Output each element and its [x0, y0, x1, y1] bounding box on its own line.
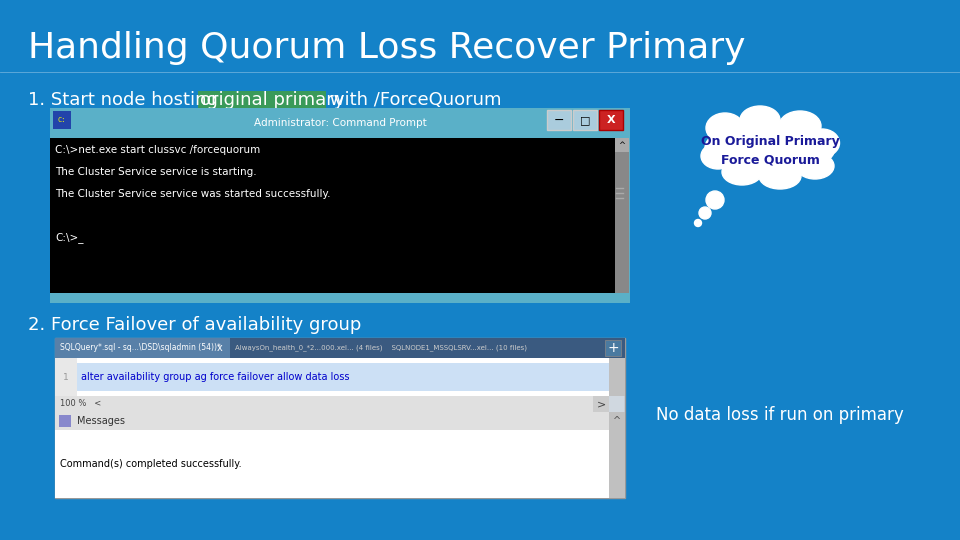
FancyBboxPatch shape	[59, 415, 71, 427]
Ellipse shape	[779, 111, 821, 141]
Ellipse shape	[759, 163, 801, 189]
FancyBboxPatch shape	[615, 138, 629, 152]
FancyBboxPatch shape	[599, 110, 623, 130]
Text: SQLQuery*.sql - sq...\DSD\sqladmin (54))*: SQLQuery*.sql - sq...\DSD\sqladmin (54))…	[60, 343, 221, 353]
Text: X: X	[607, 115, 615, 125]
Text: Administrator: Command Prompt: Administrator: Command Prompt	[253, 118, 426, 128]
Text: The Cluster Service service is starting.: The Cluster Service service is starting.	[55, 167, 256, 177]
FancyBboxPatch shape	[50, 108, 630, 138]
Text: No data loss if run on primary: No data loss if run on primary	[656, 406, 904, 424]
Ellipse shape	[722, 159, 762, 185]
FancyBboxPatch shape	[547, 110, 571, 130]
Text: C:\>_: C:\>_	[55, 233, 84, 244]
Text: Force Quorum: Force Quorum	[721, 153, 820, 166]
Ellipse shape	[804, 129, 839, 157]
Text: AlwaysOn_health_0_*2...000.xel... (4 files)    SQLNODE1_MSSQLSRV...xel... (10 fi: AlwaysOn_health_0_*2...000.xel... (4 fil…	[235, 345, 527, 352]
FancyBboxPatch shape	[77, 363, 609, 391]
Text: −: −	[554, 113, 564, 126]
FancyBboxPatch shape	[55, 358, 77, 396]
Text: C:\>net.exe start clussvc /forcequorum: C:\>net.exe start clussvc /forcequorum	[55, 145, 260, 155]
FancyBboxPatch shape	[615, 138, 629, 293]
FancyBboxPatch shape	[53, 111, 71, 129]
Text: ^: ^	[612, 416, 621, 426]
Ellipse shape	[705, 120, 835, 176]
Text: 1. Start node hosting: 1. Start node hosting	[28, 91, 224, 109]
Circle shape	[694, 219, 702, 226]
FancyBboxPatch shape	[50, 108, 630, 303]
Text: □: □	[580, 115, 590, 125]
FancyBboxPatch shape	[605, 340, 621, 356]
Text: Command(s) completed successfully.: Command(s) completed successfully.	[60, 459, 242, 469]
FancyBboxPatch shape	[50, 138, 615, 293]
Text: >: >	[596, 399, 606, 409]
Text: ^: ^	[618, 140, 626, 150]
Ellipse shape	[796, 153, 834, 179]
FancyBboxPatch shape	[55, 358, 609, 396]
Text: The Cluster Service service was started successfully.: The Cluster Service service was started …	[55, 189, 330, 199]
FancyBboxPatch shape	[198, 91, 326, 109]
Text: Handling Quorum Loss Recover Primary: Handling Quorum Loss Recover Primary	[28, 31, 746, 65]
Text: Messages: Messages	[77, 416, 125, 426]
Circle shape	[706, 191, 724, 209]
Ellipse shape	[740, 106, 780, 134]
Circle shape	[699, 207, 711, 219]
FancyBboxPatch shape	[593, 396, 609, 412]
FancyBboxPatch shape	[573, 110, 597, 130]
FancyBboxPatch shape	[55, 338, 625, 358]
Text: 2. Force Failover of availability group: 2. Force Failover of availability group	[28, 316, 361, 334]
Text: C:: C:	[58, 117, 66, 123]
Ellipse shape	[701, 143, 735, 169]
Text: alter availability group ag force failover allow data loss: alter availability group ag force failov…	[81, 372, 349, 382]
FancyBboxPatch shape	[55, 396, 609, 412]
Text: x: x	[217, 343, 223, 353]
FancyBboxPatch shape	[55, 430, 609, 498]
Text: original primary: original primary	[200, 91, 344, 109]
FancyBboxPatch shape	[609, 358, 625, 396]
Text: 100 %   <: 100 % <	[60, 400, 101, 408]
FancyBboxPatch shape	[55, 338, 230, 358]
FancyBboxPatch shape	[55, 338, 625, 498]
Text: 1: 1	[63, 373, 69, 381]
FancyBboxPatch shape	[609, 412, 625, 498]
Text: with /ForceQuorum: with /ForceQuorum	[324, 91, 502, 109]
Text: On Original Primary: On Original Primary	[701, 136, 839, 148]
FancyBboxPatch shape	[55, 412, 609, 430]
Ellipse shape	[706, 113, 744, 143]
Text: +: +	[607, 341, 619, 355]
